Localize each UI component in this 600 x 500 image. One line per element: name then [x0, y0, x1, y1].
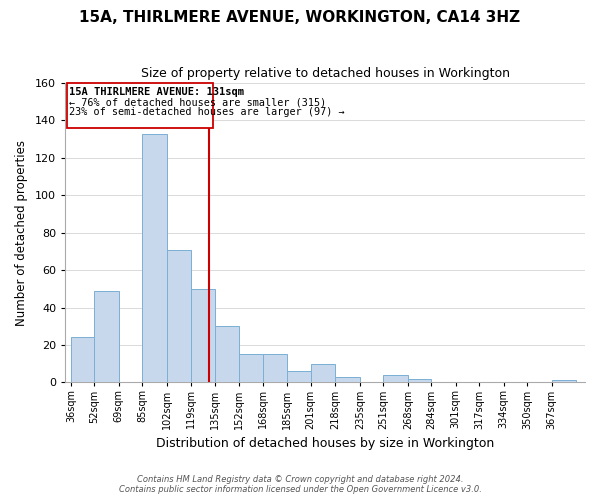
- Text: 15A THIRLMERE AVENUE: 131sqm: 15A THIRLMERE AVENUE: 131sqm: [70, 87, 244, 97]
- Bar: [287, 371, 311, 382]
- Y-axis label: Number of detached properties: Number of detached properties: [15, 140, 28, 326]
- Bar: [94, 290, 119, 382]
- X-axis label: Distribution of detached houses by size in Workington: Distribution of detached houses by size …: [156, 437, 494, 450]
- Text: 15A, THIRLMERE AVENUE, WORKINGTON, CA14 3HZ: 15A, THIRLMERE AVENUE, WORKINGTON, CA14 …: [79, 10, 521, 25]
- Bar: [408, 378, 431, 382]
- Bar: [167, 250, 191, 382]
- Bar: [215, 326, 239, 382]
- FancyBboxPatch shape: [67, 83, 213, 128]
- Bar: [191, 289, 215, 382]
- Bar: [239, 354, 263, 382]
- Bar: [311, 364, 335, 382]
- Bar: [263, 354, 287, 382]
- Bar: [551, 380, 576, 382]
- Bar: [142, 134, 167, 382]
- Bar: [383, 375, 408, 382]
- Text: ← 76% of detached houses are smaller (315): ← 76% of detached houses are smaller (31…: [70, 97, 327, 107]
- Text: Contains HM Land Registry data © Crown copyright and database right 2024.
Contai: Contains HM Land Registry data © Crown c…: [119, 474, 481, 494]
- Bar: [335, 376, 360, 382]
- Text: 23% of semi-detached houses are larger (97) →: 23% of semi-detached houses are larger (…: [70, 108, 345, 118]
- Bar: [71, 338, 94, 382]
- Title: Size of property relative to detached houses in Workington: Size of property relative to detached ho…: [140, 68, 509, 80]
